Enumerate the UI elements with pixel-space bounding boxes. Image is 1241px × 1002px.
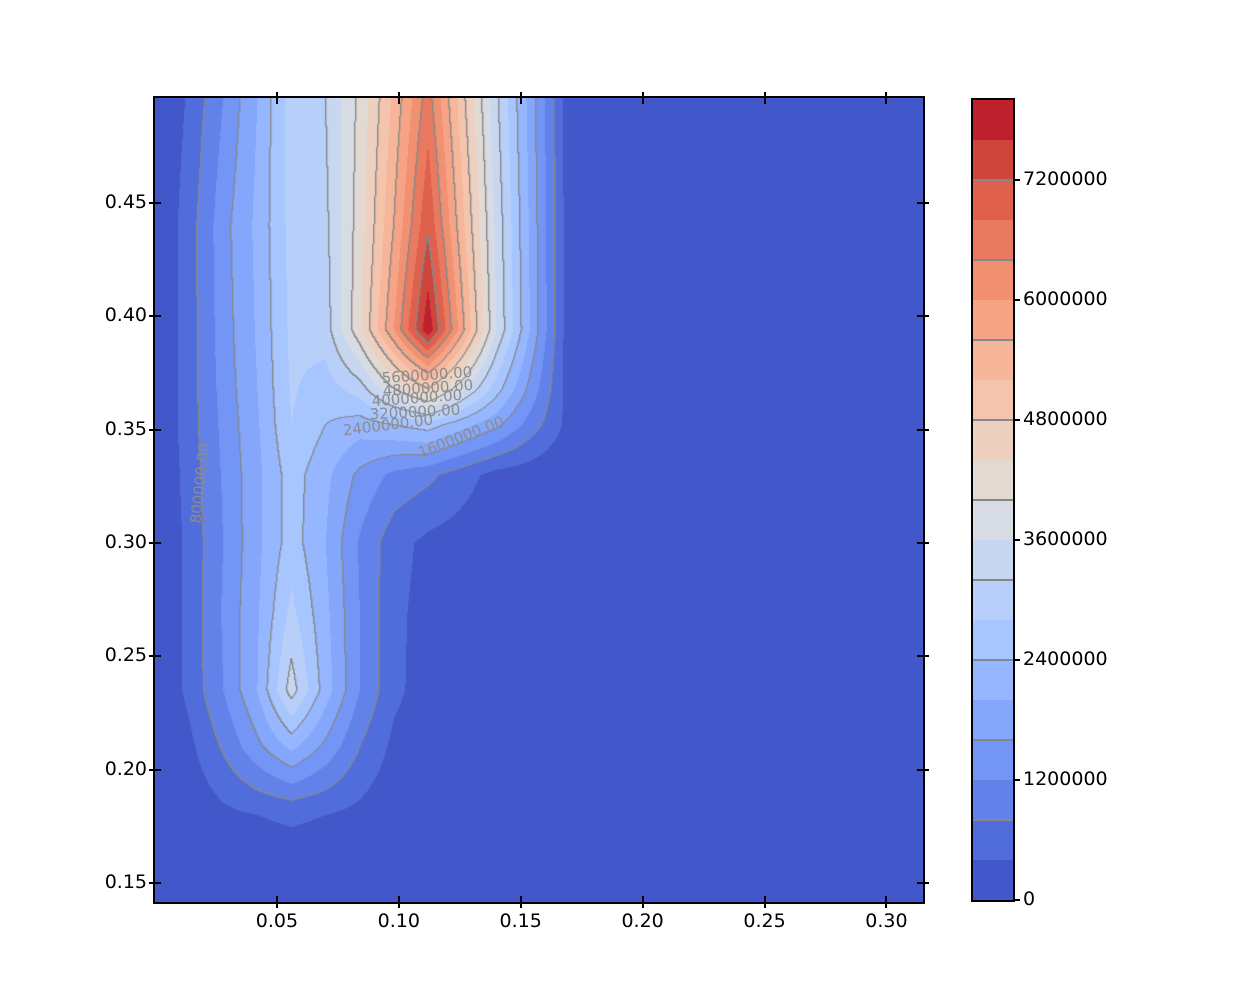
y-tick	[149, 201, 161, 204]
colorbar-tick	[1013, 539, 1020, 541]
colorbar-tick	[1013, 299, 1020, 301]
colorbar-contour-line	[973, 259, 1013, 261]
colorbar-segment	[973, 860, 1013, 900]
y-tick-label: 0.25	[104, 644, 147, 667]
x-tick	[763, 896, 766, 908]
y-tick	[149, 881, 161, 884]
x-tick-label: 0.30	[865, 910, 908, 932]
y-tick-label: 0.40	[104, 304, 147, 327]
x-tick-label: 0.20	[621, 910, 664, 932]
y-tick	[149, 541, 161, 544]
y-tick	[149, 655, 161, 658]
y-tick-right	[917, 428, 929, 431]
colorbar-tick-label: 3600000	[1023, 528, 1108, 550]
colorbar-tick	[1013, 779, 1020, 781]
colorbar-segment	[973, 660, 1013, 700]
colorbar	[971, 98, 1015, 902]
x-tick-label: 0.25	[743, 910, 786, 932]
x-tick-label: 0.10	[377, 910, 420, 932]
colorbar-tick-label: 0	[1023, 888, 1036, 910]
y-tick-right	[917, 881, 929, 884]
y-tick-label: 0.15	[104, 870, 147, 893]
y-tick-right	[917, 201, 929, 204]
colorbar-tick-label: 2400000	[1023, 648, 1108, 670]
x-tick-label: 0.05	[255, 910, 299, 932]
colorbar-contour-line	[973, 579, 1013, 581]
colorbar-segment	[973, 540, 1013, 580]
x-tick	[641, 896, 644, 908]
plot-axes-border	[153, 96, 925, 904]
colorbar-segment	[973, 500, 1013, 540]
x-tick	[885, 896, 888, 908]
y-tick	[149, 428, 161, 431]
colorbar-segment	[973, 340, 1013, 380]
colorbar-contour-line	[973, 339, 1013, 341]
colorbar-segment	[973, 580, 1013, 620]
x-tick-top	[641, 92, 644, 104]
colorbar-segment	[973, 700, 1013, 740]
colorbar-segment	[973, 780, 1013, 820]
colorbar-tick	[1013, 179, 1020, 181]
x-tick-top	[519, 92, 522, 104]
colorbar-contour-line	[973, 739, 1013, 741]
y-tick-label: 0.30	[104, 530, 147, 553]
y-tick-right	[917, 315, 929, 318]
colorbar-tick-label: 1200000	[1023, 768, 1108, 790]
colorbar-tick	[1013, 899, 1020, 901]
colorbar-contour-line	[973, 179, 1013, 181]
x-tick-top	[397, 92, 400, 104]
colorbar-tick-label: 7200000	[1023, 168, 1108, 190]
colorbar-contour-line	[973, 819, 1013, 821]
colorbar-tick-label: 6000000	[1023, 288, 1108, 310]
colorbar-tick-label: 4800000	[1023, 408, 1108, 430]
x-tick-top	[275, 92, 278, 104]
colorbar-segment	[973, 260, 1013, 300]
colorbar-contour-line	[973, 659, 1013, 661]
colorbar-segment	[973, 100, 1013, 140]
colorbar-segment	[973, 740, 1013, 780]
y-tick-right	[917, 768, 929, 771]
colorbar-segment	[973, 180, 1013, 220]
x-tick-top	[763, 92, 766, 104]
x-tick	[275, 896, 278, 908]
x-tick-label: 0.15	[499, 910, 542, 932]
colorbar-contour-line	[973, 419, 1013, 421]
colorbar-segment	[973, 460, 1013, 500]
y-tick-label: 0.20	[104, 757, 147, 780]
y-tick-right	[917, 541, 929, 544]
y-tick	[149, 768, 161, 771]
x-tick-top	[885, 92, 888, 104]
contour-plot-canvas	[155, 98, 923, 902]
colorbar-tick	[1013, 419, 1020, 421]
y-tick-right	[917, 655, 929, 658]
colorbar-segment	[973, 380, 1013, 420]
y-tick-label: 0.35	[104, 417, 147, 440]
colorbar-segment	[973, 300, 1013, 340]
y-tick	[149, 315, 161, 318]
colorbar-segment	[973, 820, 1013, 860]
colorbar-segment	[973, 420, 1013, 460]
y-tick-label: 0.45	[104, 190, 147, 213]
colorbar-segment	[973, 140, 1013, 180]
colorbar-contour-line	[973, 499, 1013, 501]
colorbar-segment	[973, 620, 1013, 660]
colorbar-segment	[973, 220, 1013, 260]
colorbar-tick	[1013, 659, 1020, 661]
x-tick	[519, 896, 522, 908]
x-tick	[397, 896, 400, 908]
